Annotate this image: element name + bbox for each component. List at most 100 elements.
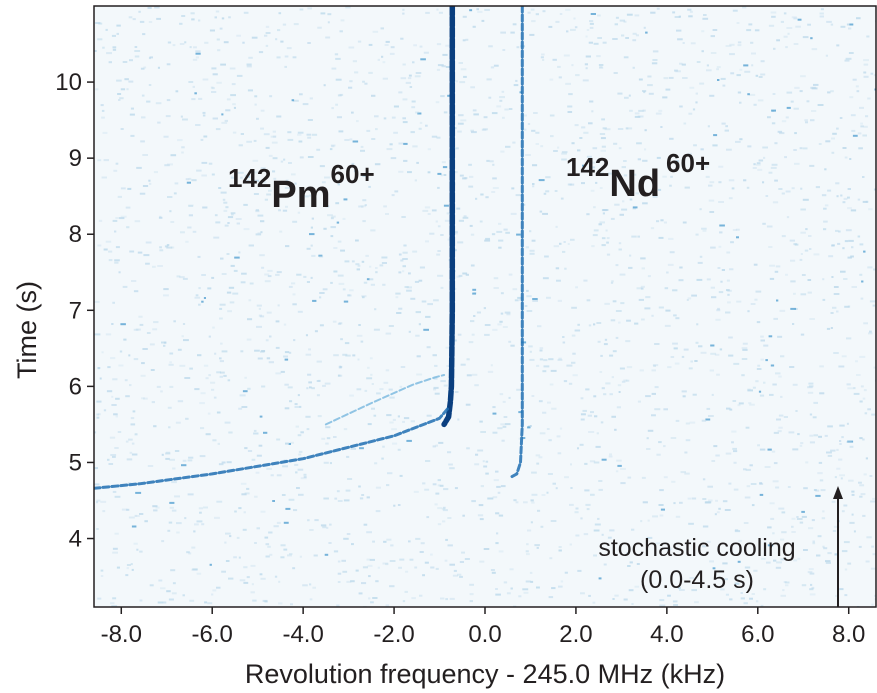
noise-pixel — [777, 335, 783, 338]
noise-pixel — [330, 235, 334, 238]
noise-pixel — [860, 493, 866, 496]
noise-pixel — [468, 163, 472, 166]
noise-pixel — [215, 128, 221, 131]
noise-pixel — [351, 543, 354, 546]
noise-pixel — [324, 382, 331, 385]
noise-pixel — [198, 287, 201, 290]
noise-pixel — [664, 287, 669, 290]
noise-pixel — [664, 324, 671, 327]
noise-pixel — [447, 451, 452, 454]
noise-pixel — [431, 135, 438, 138]
noise-pixel — [333, 270, 338, 273]
noise-pixel — [789, 366, 795, 368]
noise-pixel — [204, 601, 208, 604]
noise-pixel — [322, 526, 327, 529]
noise-pixel — [539, 210, 543, 213]
noise-pixel — [743, 602, 748, 605]
noise-pixel — [500, 312, 504, 315]
noise-pixel — [265, 32, 271, 34]
noise-pixel — [389, 560, 396, 562]
noise-pixel — [819, 12, 824, 15]
noise-pixel — [411, 100, 416, 103]
noise-pixel — [112, 301, 115, 304]
noise-pixel — [492, 412, 497, 415]
noise-pixel — [300, 431, 304, 434]
noise-pixel — [284, 358, 289, 361]
noise-pixel — [562, 250, 566, 253]
noise-pixel — [427, 213, 431, 215]
noise-pixel — [469, 583, 474, 586]
noise-pixel — [398, 142, 404, 145]
noise-pixel — [214, 214, 218, 217]
noise-pixel — [702, 498, 707, 500]
noise-pixel — [282, 23, 287, 26]
noise-pixel — [705, 175, 710, 178]
noise-pixel — [577, 569, 582, 572]
noise-pixel — [398, 566, 402, 569]
noise-pixel — [239, 579, 246, 582]
noise-pixel — [490, 364, 493, 367]
noise-pixel — [143, 397, 148, 400]
noise-pixel — [597, 517, 600, 520]
noise-pixel — [808, 235, 812, 237]
noise-pixel — [385, 563, 389, 566]
noise-pixel — [646, 448, 651, 450]
noise-pixel — [873, 74, 876, 77]
noise-pixel — [220, 191, 227, 194]
noise-pixel — [188, 214, 193, 217]
nd-ion-label: 142Nd 60+ — [566, 148, 710, 205]
noise-pixel — [316, 148, 321, 151]
noise-pixel — [343, 428, 348, 431]
noise-pixel — [794, 132, 797, 135]
noise-pixel — [821, 517, 826, 520]
noise-pixel — [336, 604, 340, 607]
noise-pixel — [108, 61, 112, 64]
noise-pixel — [391, 116, 396, 119]
noise-pixel — [621, 208, 628, 211]
noise-pixel — [469, 175, 474, 178]
noise-pixel — [441, 508, 446, 510]
noise-pixel — [850, 114, 856, 117]
noise-pixel — [670, 356, 675, 358]
noise-pixel — [793, 43, 799, 45]
noise-pixel — [482, 128, 488, 131]
noise-pixel — [764, 466, 771, 468]
noise-pixel — [695, 341, 699, 344]
noise-pixel — [465, 273, 469, 276]
noise-pixel — [549, 557, 553, 560]
noise-pixel — [589, 460, 596, 463]
noise-pixel — [329, 523, 332, 526]
noise-pixel — [730, 241, 734, 244]
noise-pixel — [344, 260, 350, 263]
noise-pixel — [559, 242, 562, 245]
noise-pixel — [542, 277, 549, 280]
noise-pixel — [240, 176, 243, 179]
noise-pixel — [700, 351, 707, 354]
noise-pixel — [510, 344, 515, 347]
noise-pixel — [284, 187, 291, 189]
noise-pixel — [351, 260, 355, 263]
noise-pixel — [108, 259, 113, 262]
noise-pixel — [585, 67, 588, 70]
noise-pixel — [722, 562, 728, 565]
noise-pixel — [142, 185, 149, 187]
noise-pixel — [356, 334, 363, 337]
noise-pixel — [243, 581, 249, 584]
noise-pixel — [735, 140, 741, 143]
noise-pixel — [390, 544, 394, 547]
noise-pixel — [711, 393, 714, 396]
noise-pixel — [692, 108, 696, 111]
noise-pixel — [701, 227, 707, 230]
noise-pixel — [831, 151, 835, 154]
noise-pixel — [646, 437, 649, 440]
noise-pixel — [770, 364, 775, 367]
noise-pixel — [600, 137, 606, 140]
noise-pixel — [218, 463, 224, 466]
noise-pixel — [400, 77, 407, 80]
noise-pixel — [199, 511, 202, 514]
noise-pixel — [356, 268, 360, 271]
noise-pixel — [402, 12, 405, 15]
noise-pixel — [666, 271, 669, 274]
noise-pixel — [834, 553, 839, 556]
noise-pixel — [713, 134, 718, 137]
